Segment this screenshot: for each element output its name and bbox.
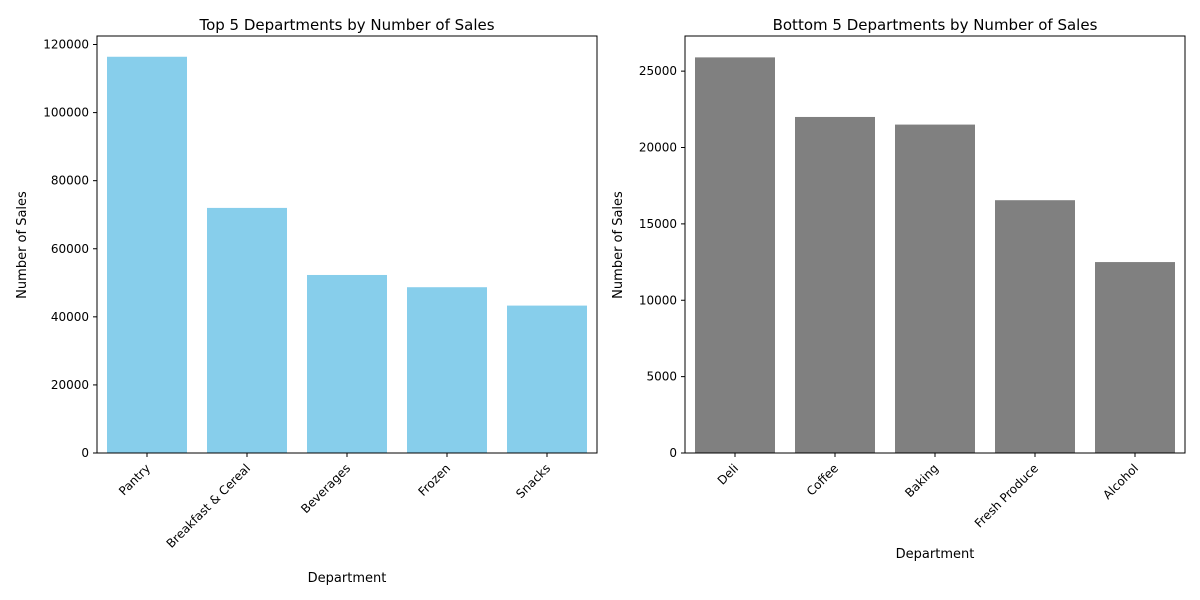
x-axis-label: Department xyxy=(896,547,975,562)
bar-breakfast-cereal xyxy=(207,207,287,453)
top-departments-chart: Top 5 Departments by Number of Sales Dep… xyxy=(15,16,598,586)
plot-frame xyxy=(96,35,598,454)
bars xyxy=(107,56,587,453)
y-tick-label: 100000 xyxy=(43,106,89,120)
y-tick-label: 20000 xyxy=(639,141,677,155)
bar-beverages xyxy=(307,274,387,453)
bar-coffee xyxy=(795,116,875,454)
y-tick-label: 20000 xyxy=(51,378,89,392)
y-axis-label: Number of Sales xyxy=(15,191,30,299)
plot-frame xyxy=(684,35,1186,454)
y-tick-label: 25000 xyxy=(639,64,677,78)
bars xyxy=(695,57,1175,454)
y-tick-label: 5000 xyxy=(646,370,677,384)
y-tick-label: 10000 xyxy=(639,293,677,307)
y-axis-label: Number of Sales xyxy=(611,191,626,299)
y-tick-label: 0 xyxy=(669,446,677,460)
bar-frozen xyxy=(407,287,487,453)
y-tick-label: 80000 xyxy=(51,174,89,188)
y-tick-label: 0 xyxy=(81,446,89,460)
bar-deli xyxy=(695,57,775,453)
chart-title: Top 5 Departments by Number of Sales xyxy=(198,16,494,34)
bar-baking xyxy=(895,124,975,453)
bar-alcohol xyxy=(1095,262,1175,453)
bar-fresh-produce xyxy=(995,200,1075,453)
bar-pantry xyxy=(107,56,187,453)
y-tick-label: 60000 xyxy=(51,242,89,256)
x-axis-label: Department xyxy=(308,571,387,586)
chart-title: Bottom 5 Departments by Number of Sales xyxy=(773,16,1098,34)
y-axis-ticks: 0 5000 10000 15000 20000 25000 xyxy=(639,64,685,460)
y-tick-label: 40000 xyxy=(51,310,89,324)
y-tick-label: 15000 xyxy=(639,217,677,231)
y-axis-ticks: 0 20000 40000 60000 80000 100000 120000 xyxy=(43,38,97,460)
y-tick-label: 120000 xyxy=(43,38,89,52)
bar-snacks xyxy=(507,305,587,453)
